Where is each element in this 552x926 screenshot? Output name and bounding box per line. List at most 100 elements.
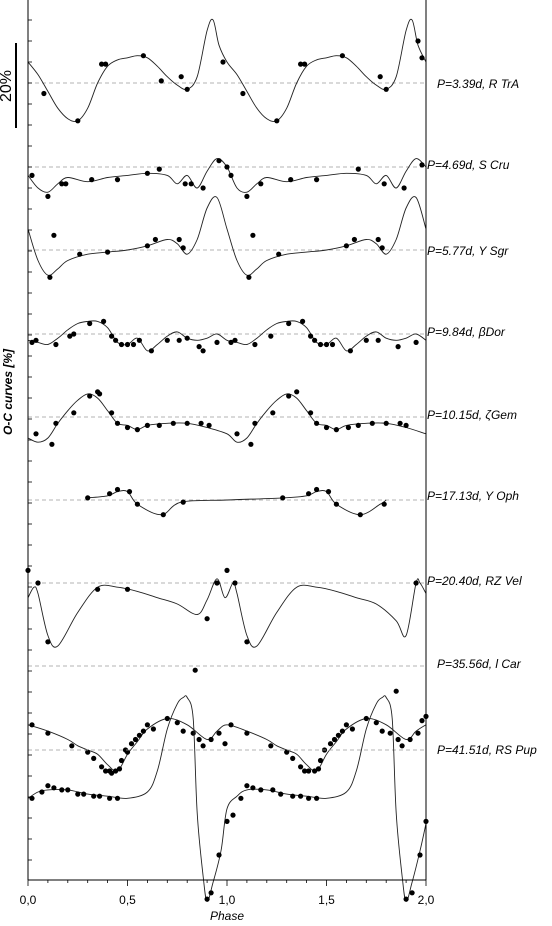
data-point-p-9-84d-dor-5 bbox=[87, 320, 93, 327]
data-point-p-4-69d-s-cru-4 bbox=[89, 177, 95, 183]
data-point-p-41-51d-rs-pup-12 bbox=[204, 896, 210, 902]
data-point-p-35-56d-l-car-57 bbox=[192, 667, 198, 673]
data-point-p-10-15d-gem-1 bbox=[49, 441, 55, 447]
data-point-p-41-51d-rs-pup-6 bbox=[75, 791, 81, 797]
data-point-p-35-56d-l-car-28 bbox=[222, 741, 228, 747]
data-point-p-9-84d-dor-9 bbox=[118, 341, 125, 348]
data-point-p-4-69d-s-cru-16 bbox=[288, 177, 294, 183]
data-point-p-20-40d-rz-vel-1 bbox=[35, 580, 41, 586]
data-point-p-5-77d-y-sgr-0 bbox=[47, 274, 53, 280]
series-label-p-20-40d-rz-vel: P=20.40d, RZ Vel bbox=[427, 574, 522, 588]
data-point-p-35-56d-l-car-36 bbox=[306, 768, 312, 774]
data-point-p-17-13d-y-oph-5 bbox=[160, 512, 166, 518]
data-point-p-4-69d-s-cru-9 bbox=[188, 181, 194, 187]
x-tick-label-3: 1,5 bbox=[318, 893, 335, 907]
data-point-p-9-84d-dor-8 bbox=[113, 337, 119, 343]
data-point-p-41-51d-rs-pup-9 bbox=[97, 793, 103, 799]
data-point-p-9-84d-dor-31 bbox=[347, 348, 353, 354]
data-point-p-3-39d-r-tra-5 bbox=[158, 78, 164, 84]
data-point-p-5-77d-y-sgr-6 bbox=[176, 236, 182, 243]
data-point-p-4-69d-s-cru-12 bbox=[224, 164, 230, 170]
data-point-p-41-51d-rs-pup-1 bbox=[39, 789, 45, 795]
series-p-41-51d-rs-pup: P=41.51d, RS Pup bbox=[27, 695, 537, 902]
data-point-p-35-56d-l-car-33 bbox=[290, 755, 296, 762]
data-point-p-9-84d-dor-30 bbox=[329, 341, 336, 348]
data-point-p-3-39d-r-tra-1 bbox=[75, 118, 81, 124]
data-point-p-35-56d-l-car-51 bbox=[395, 736, 401, 743]
data-point-p-9-84d-dor-18 bbox=[200, 348, 206, 354]
data-point-p-35-56d-l-car-58 bbox=[393, 688, 399, 694]
data-point-p-35-56d-l-car-2 bbox=[69, 743, 75, 749]
data-point-p-10-15d-gem-7 bbox=[109, 410, 115, 416]
data-point-p-9-84d-dor-3 bbox=[67, 333, 73, 339]
series-label-p-5-77d-y-sgr: P=5.77d, Y Sgr bbox=[427, 244, 509, 258]
data-point-p-35-56d-l-car-49 bbox=[379, 728, 385, 734]
data-point-p-10-15d-gem-0 bbox=[33, 431, 39, 437]
data-point-p-35-56d-l-car-52 bbox=[399, 743, 405, 749]
data-point-p-41-51d-rs-pup-21 bbox=[270, 787, 276, 793]
data-point-p-9-84d-dor-34 bbox=[395, 344, 401, 350]
data-point-p-10-15d-gem-28 bbox=[355, 422, 361, 428]
series-p-17-13d-y-oph: P=17.13d, Y Oph bbox=[28, 486, 519, 518]
data-point-p-3-39d-r-tra-15 bbox=[383, 86, 389, 92]
data-point-p-4-69d-s-cru-17 bbox=[314, 177, 320, 183]
data-point-p-4-69d-s-cru-3 bbox=[63, 181, 69, 187]
data-point-p-35-56d-l-car-27 bbox=[216, 730, 222, 736]
data-point-p-35-56d-l-car-5 bbox=[99, 764, 105, 770]
data-point-p-35-56d-l-car-29 bbox=[228, 722, 234, 728]
data-point-p-17-13d-y-oph-4 bbox=[134, 501, 140, 507]
data-point-p-10-15d-gem-2 bbox=[53, 420, 59, 426]
scale-bar-label: 20% bbox=[0, 70, 15, 102]
data-point-p-20-40d-rz-vel-10 bbox=[413, 580, 419, 586]
data-point-p-20-40d-rz-vel-7 bbox=[224, 567, 230, 574]
data-point-p-4-69d-s-cru-21 bbox=[419, 162, 425, 168]
data-point-p-9-84d-dor-33 bbox=[375, 337, 381, 343]
data-point-p-9-84d-dor-10 bbox=[124, 341, 131, 348]
data-point-p-35-56d-l-car-19 bbox=[150, 726, 156, 732]
curve-panels: P=3.39d, R TrA P=4.69d, S Cru P=5.77d, Y S… bbox=[25, 18, 537, 902]
data-point-p-3-39d-r-tra-11 bbox=[298, 61, 304, 67]
data-point-p-35-56d-l-car-48 bbox=[373, 720, 379, 726]
data-point-p-3-39d-r-tra-0 bbox=[41, 90, 47, 97]
y-axis-minor-ticks bbox=[28, 19, 32, 861]
data-point-p-9-84d-dor-23 bbox=[268, 333, 274, 339]
data-point-p-9-84d-dor-6 bbox=[101, 318, 107, 324]
data-point-p-41-51d-rs-pup-25 bbox=[306, 795, 312, 801]
data-point-p-35-56d-l-car-35 bbox=[302, 768, 308, 774]
data-point-p-10-15d-gem-3 bbox=[71, 410, 77, 416]
data-point-p-35-56d-l-car-20 bbox=[164, 715, 170, 722]
data-point-p-10-15d-gem-12 bbox=[156, 422, 162, 428]
data-point-p-9-84d-dor-27 bbox=[312, 337, 318, 343]
series-p-10-15d-gem: P=10.15d, ζGem bbox=[27, 389, 517, 447]
data-point-p-35-56d-l-car-6 bbox=[103, 768, 109, 774]
series-label-p-17-13d-y-oph: P=17.13d, Y Oph bbox=[427, 489, 519, 503]
series-label-p-9-84d-dor: P=9.84d, βDor bbox=[427, 325, 506, 339]
data-point-p-41-51d-rs-pup-10 bbox=[107, 795, 113, 801]
fit-curve-p-10-15d-gem bbox=[27, 393, 427, 443]
data-point-p-3-39d-r-tra-6 bbox=[178, 74, 184, 80]
series-label-p-4-69d-s-cru: P=4.69d, S Cru bbox=[427, 158, 510, 172]
data-point-p-35-56d-l-car-47 bbox=[363, 715, 369, 722]
data-point-p-41-51d-rs-pup-5 bbox=[65, 787, 71, 793]
data-point-p-41-51d-rs-pup-16 bbox=[230, 812, 236, 818]
data-point-p-35-56d-l-car-9 bbox=[113, 768, 119, 774]
data-point-p-10-15d-gem-4 bbox=[87, 393, 93, 399]
data-point-p-5-77d-y-sgr-2 bbox=[77, 251, 83, 257]
data-point-p-41-51d-rs-pup-27 bbox=[403, 896, 409, 902]
fit-curve-p-41-51d-rs-pup bbox=[27, 695, 427, 902]
data-point-p-9-84d-dor-15 bbox=[176, 337, 182, 343]
data-point-p-5-77d-y-sgr-14 bbox=[379, 245, 385, 251]
data-point-p-9-84d-dor-25 bbox=[300, 318, 306, 324]
data-point-p-35-56d-l-car-50 bbox=[387, 730, 393, 736]
data-point-p-35-56d-l-car-43 bbox=[335, 732, 341, 738]
data-point-p-9-84d-dor-20 bbox=[228, 339, 234, 345]
data-point-p-10-15d-gem-32 bbox=[403, 422, 409, 428]
data-point-p-9-84d-dor-17 bbox=[196, 344, 202, 350]
data-point-p-20-40d-rz-vel-4 bbox=[124, 586, 131, 592]
data-point-p-3-39d-r-tra-4 bbox=[140, 53, 146, 59]
data-point-p-4-69d-s-cru-7 bbox=[156, 166, 162, 172]
data-point-p-4-69d-s-cru-19 bbox=[381, 181, 387, 187]
data-point-p-3-39d-r-tra-2 bbox=[99, 61, 105, 67]
x-tick-label-0: 0,0 bbox=[20, 893, 37, 907]
data-point-p-4-69d-s-cru-5 bbox=[114, 177, 121, 183]
